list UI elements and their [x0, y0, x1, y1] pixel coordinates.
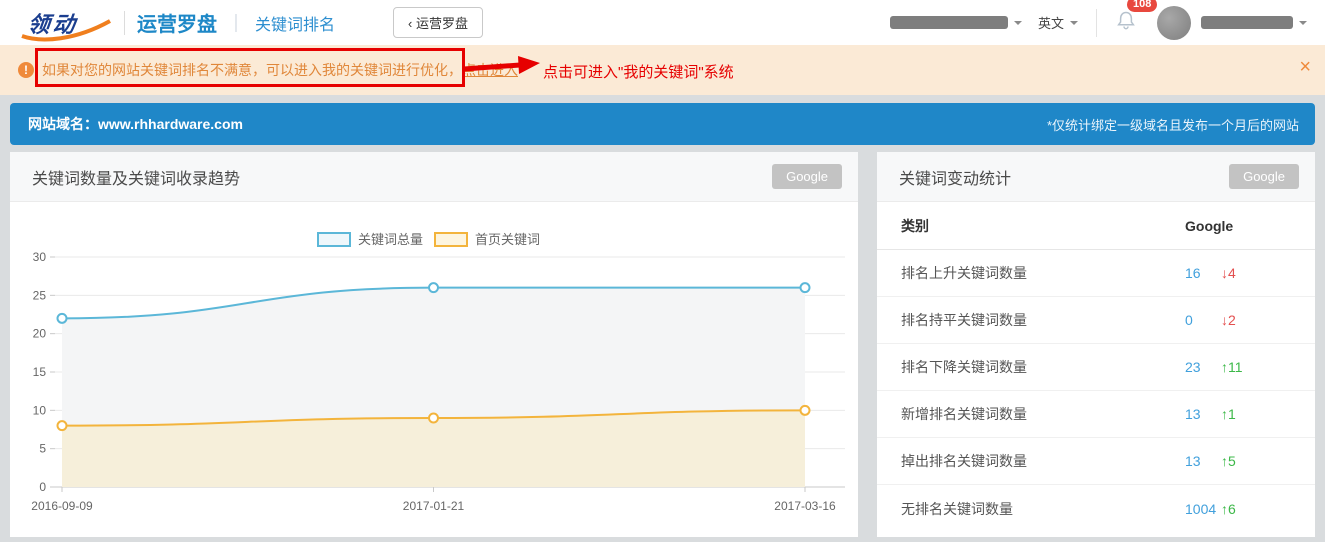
table-row: 排名下降关键词数量 23 ↑11 [877, 344, 1315, 391]
top-bar: 领动 运营罗盘 ｜ 关键词排名 ‹ 运营罗盘 英文 108 [0, 0, 1325, 45]
trend-chart-svg: 0 5 10 15 20 25 30 2016-09-09 2017-01-21 2017-03-… [31, 232, 845, 513]
warning-icon: ! [18, 62, 34, 78]
notice-enter-link[interactable]: 点击进入 [462, 62, 518, 78]
stat-label: 排名持平关键词数量 [901, 312, 1027, 328]
stat-label: 排名下降关键词数量 [901, 359, 1027, 375]
bell-icon [1117, 11, 1135, 30]
app-logo[interactable]: 领动 [20, 6, 112, 41]
trend-panel: 关键词数量及关键词收录趋势 Google 0 5 10 15 20 25 30 2016-09… [10, 152, 858, 537]
data-point-marker [428, 282, 439, 294]
stat-value-link[interactable]: 16 [1185, 265, 1201, 281]
y-tick-label: 20 [33, 327, 47, 341]
stats-table-body: 排名上升关键词数量 16 ↓4 排名持平关键词数量 0 ↓2 排名下降关键词数量 23 ↑11 新… [877, 250, 1315, 532]
language-selector[interactable]: 英文 [1038, 13, 1078, 32]
notice-message: 如果对您的网站关键词排名不满意，可以进入我的关键词进行优化， [42, 62, 462, 78]
page-title: 关键词排名 [255, 16, 336, 34]
stat-change-up: ↑11 [1221, 359, 1243, 375]
legend-label: 关键词总量 [358, 232, 423, 247]
data-point-marker [799, 282, 811, 294]
stat-label: 新增排名关键词数量 [901, 406, 1027, 422]
stat-label: 排名上升关键词数量 [901, 265, 1027, 281]
redacted-username [1201, 16, 1293, 29]
x-tick-label: 2017-01-21 [403, 499, 465, 513]
stat-value-link[interactable]: 1004 [1185, 500, 1217, 517]
notification-badge: 108 [1127, 0, 1158, 12]
y-tick-label: 0 [39, 480, 46, 494]
back-button[interactable]: ‹ 运营罗盘 [393, 7, 483, 38]
x-tick-label: 2017-03-16 [774, 499, 836, 513]
stat-change-down: ↓4 [1221, 265, 1236, 281]
table-row: 排名持平关键词数量 0 ↓2 [877, 297, 1315, 344]
y-tick-label: 30 [33, 250, 47, 264]
y-tick-label: 5 [39, 442, 46, 456]
avatar[interactable] [1157, 5, 1191, 40]
column-header-google: Google [1185, 217, 1234, 234]
stats-table-header: 类别 Google [877, 202, 1315, 250]
stat-value-link[interactable]: 13 [1185, 406, 1201, 422]
logo-swoosh-icon [21, 18, 111, 41]
y-tick-label: 10 [33, 403, 47, 417]
stat-label: 无排名关键词数量 [901, 500, 1013, 517]
title-separator: ｜ [227, 13, 245, 34]
table-row: 掉出排名关键词数量 13 ↑5 [877, 438, 1315, 485]
language-label: 英文 [1037, 16, 1064, 31]
notifications-button[interactable]: 108 [1115, 0, 1158, 36]
trend-panel-title: 关键词数量及关键词收录趋势 [32, 170, 241, 188]
header-divider [1096, 8, 1097, 37]
data-point-marker [428, 412, 439, 424]
stat-change-down: ↓2 [1221, 312, 1236, 328]
table-row: 新增排名关键词数量 13 ↑1 [877, 391, 1315, 438]
site-selector[interactable] [889, 16, 1022, 29]
trend-panel-header: 关键词数量及关键词收录趋势 Google [10, 152, 858, 202]
series-area [62, 410, 805, 487]
stat-change-up: ↑5 [1221, 453, 1236, 469]
table-row: 无排名关键词数量 1004 ↑6 [877, 485, 1315, 532]
product-name: 运营罗盘 [137, 14, 217, 36]
legend-label: 首页关键词 [475, 232, 540, 247]
chevron-down-icon [1299, 20, 1307, 29]
logo-text: 领动 [26, 11, 80, 37]
stat-value-link[interactable]: 23 [1185, 359, 1201, 375]
stats-panel: 关键词变动统计 Google 类别 Google 排名上升关键词数量 16 ↓4 排名… [877, 152, 1315, 537]
user-menu[interactable] [1201, 16, 1307, 29]
trend-google-button[interactable]: Google [772, 164, 842, 189]
stat-change-up: ↑1 [1221, 406, 1236, 422]
legend-swatch [434, 232, 468, 247]
header-right-cluster: 英文 108 [889, 0, 1307, 40]
legend-swatch [317, 232, 351, 247]
stats-panel-header: 关键词变动统计 Google [877, 152, 1315, 202]
chevron-down-icon [1070, 20, 1078, 29]
redacted-site-name [889, 16, 1008, 29]
stat-value-link[interactable]: 0 [1185, 312, 1193, 328]
data-point-marker [799, 404, 811, 416]
stat-change-up: ↑6 [1221, 500, 1236, 517]
stat-value-link[interactable]: 13 [1185, 453, 1201, 469]
y-tick-label: 25 [33, 288, 47, 302]
stat-label: 掉出排名关键词数量 [901, 453, 1027, 469]
close-icon[interactable]: × [1299, 56, 1311, 78]
chevron-down-icon [1013, 20, 1022, 29]
data-point-marker [56, 420, 68, 432]
stats-google-button[interactable]: Google [1229, 164, 1299, 189]
domain-label: 网站域名：www.rhhardware.com [28, 116, 243, 132]
stats-panel-title: 关键词变动统计 [899, 170, 1012, 188]
domain-bar: 网站域名：www.rhhardware.com *仅统计绑定一级域名且发布一个月… [10, 103, 1315, 145]
x-tick-label: 2016-09-09 [31, 499, 93, 513]
domain-note: *仅统计绑定一级域名且发布一个月后的网站 [1046, 117, 1299, 133]
table-row: 排名上升关键词数量 16 ↓4 [877, 250, 1315, 297]
column-header-category: 类别 [901, 217, 929, 234]
notice-bar: ! 如果对您的网站关键词排名不满意，可以进入我的关键词进行优化， 点击进入 × [0, 45, 1325, 95]
header-separator [124, 10, 125, 35]
y-tick-label: 15 [33, 365, 47, 379]
data-point-marker [56, 312, 68, 324]
